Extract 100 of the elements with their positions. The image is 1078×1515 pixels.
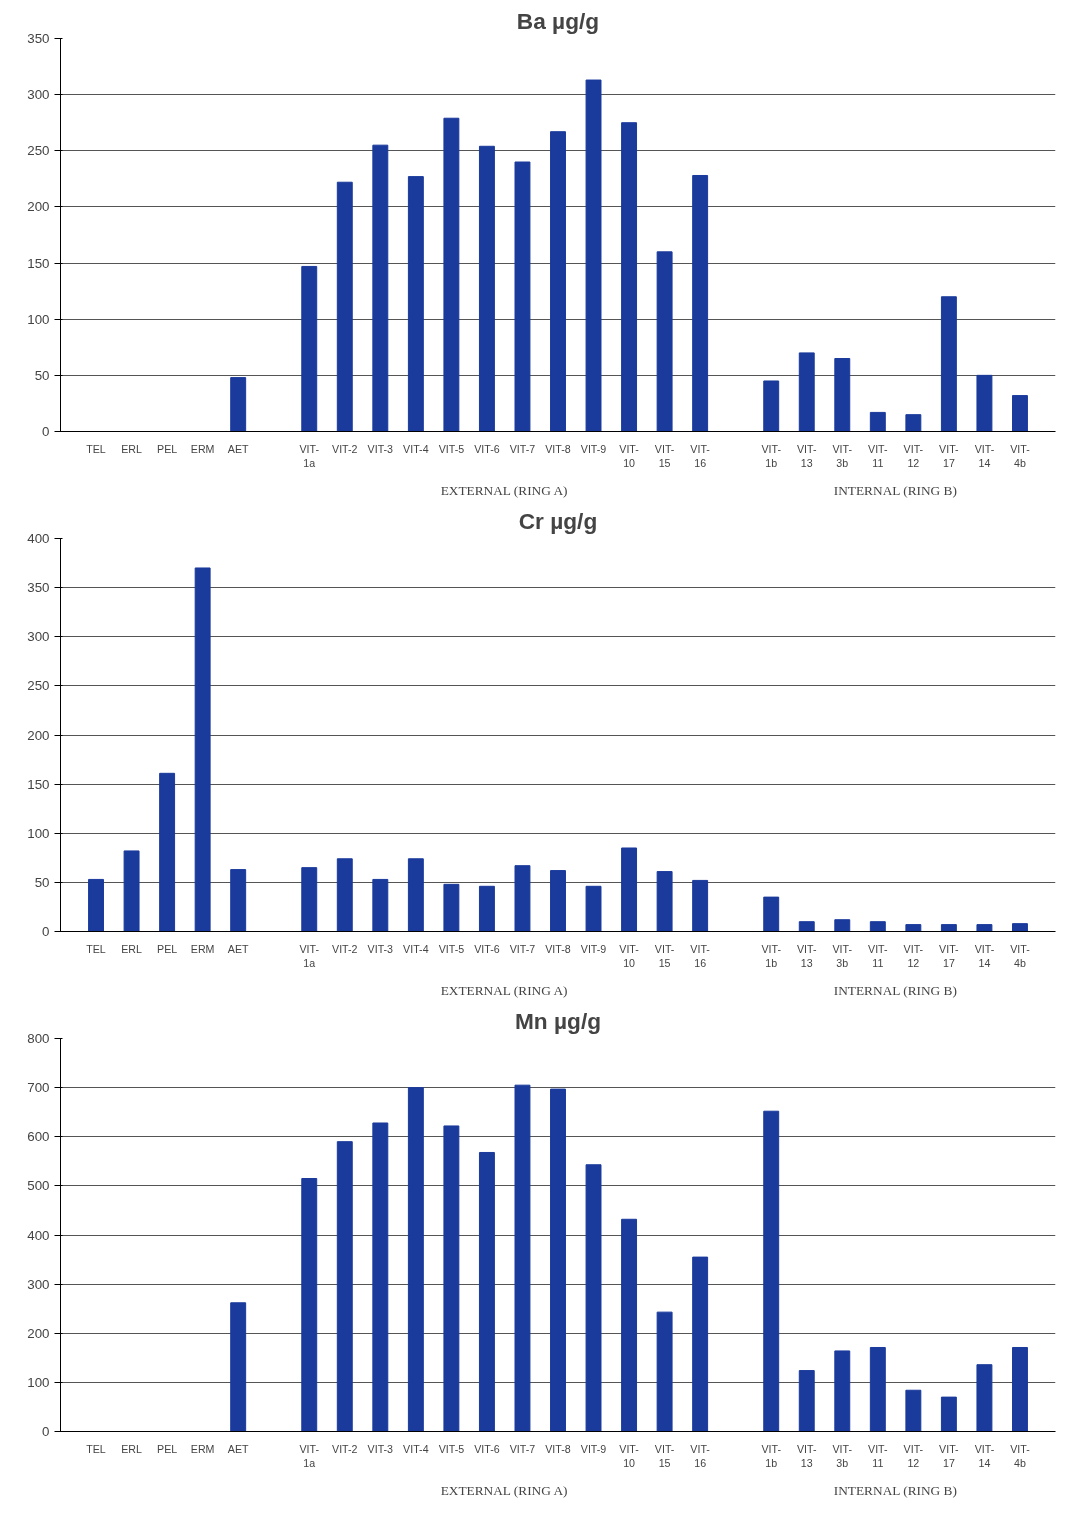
x-tick-label: VIT-17 xyxy=(939,1442,960,1469)
x-tick-label: VIT-16 xyxy=(690,942,711,969)
chart-title: Cr µg/g xyxy=(518,507,598,534)
bar xyxy=(834,358,851,432)
x-tick-label: VIT-8 xyxy=(545,942,571,955)
x-tick-label: ERM xyxy=(190,1442,215,1455)
bar xyxy=(550,1088,566,1432)
x-tick-label: VIT-4 xyxy=(403,942,429,955)
bar xyxy=(869,411,886,432)
x-tick-label: VIT-10 xyxy=(619,442,640,469)
x-tick-label: VIT-16 xyxy=(690,442,711,469)
x-tick-label: VIT-12 xyxy=(903,1442,924,1469)
bar xyxy=(692,1256,709,1432)
text: EXTERNAL (RING A) xyxy=(440,482,568,498)
x-tick-label: VIT-3 xyxy=(367,442,394,455)
bar xyxy=(763,896,780,932)
bar xyxy=(940,296,957,432)
text: INTERNAL (RING B) xyxy=(833,1482,957,1498)
y-tick-label: 0 xyxy=(42,1424,50,1439)
x-tick-label: VIT-3 xyxy=(367,1442,394,1455)
bar xyxy=(869,921,886,932)
x-tick-label: VIT-11 xyxy=(868,942,889,969)
bar xyxy=(301,265,318,432)
bar xyxy=(656,251,673,432)
x-tick-label: VIT-1a xyxy=(299,942,320,969)
y-tick-label: 300 xyxy=(27,87,50,103)
bar xyxy=(976,1364,993,1432)
bar xyxy=(443,117,460,432)
x-tick-label: VIT-15 xyxy=(654,442,675,469)
bar xyxy=(88,878,104,932)
bar xyxy=(692,879,709,932)
x-tick-label: VIT-10 xyxy=(619,942,640,969)
bar xyxy=(478,885,495,932)
text: INTERNAL (RING B) xyxy=(833,482,957,498)
y-tick-label: 250 xyxy=(27,143,50,159)
bar xyxy=(798,1370,815,1432)
x-tick-label: VIT-5 xyxy=(438,942,465,955)
bar xyxy=(656,871,673,932)
y-tick-label: 200 xyxy=(27,199,50,215)
x-tick-label: VIT-15 xyxy=(654,942,675,969)
x-tick-label: PEL xyxy=(157,942,178,955)
x-tick-label: VIT-6 xyxy=(474,942,500,955)
bar xyxy=(976,924,993,932)
bar xyxy=(230,869,247,932)
y-tick-label: 600 xyxy=(27,1129,50,1145)
x-tick-label: VIT-12 xyxy=(903,942,924,969)
y-tick-label: 200 xyxy=(27,727,50,743)
x-tick-label: VIT-13 xyxy=(796,1442,817,1469)
x-tick-label: VIT-13 xyxy=(796,942,817,969)
x-tick-label: VIT-13 xyxy=(796,442,817,469)
x-tick-label: VIT-5 xyxy=(438,442,465,455)
y-tick-label: 0 xyxy=(42,424,50,439)
bar xyxy=(1012,923,1028,932)
y-tick-label: 700 xyxy=(27,1080,50,1096)
x-tick-label: VIT-2 xyxy=(332,942,358,955)
x-tick-label: ERL xyxy=(121,1442,143,1455)
text: EXTERNAL (RING A) xyxy=(440,982,568,998)
bar xyxy=(798,352,815,432)
text: INTERNAL (RING B) xyxy=(833,982,957,998)
bar xyxy=(905,924,922,932)
x-tick-label: PEL xyxy=(157,1442,178,1455)
x-tick-label: TEL xyxy=(86,1442,106,1455)
bar xyxy=(656,1311,673,1432)
bar xyxy=(550,870,566,932)
bar xyxy=(692,174,709,432)
x-tick-label: VIT-6 xyxy=(474,1442,500,1455)
x-tick-label: VIT-14 xyxy=(974,942,995,969)
x-tick-label: VIT-17 xyxy=(939,942,960,969)
bar xyxy=(621,1218,638,1432)
x-tick-label: VIT-2 xyxy=(332,1442,358,1455)
y-tick-label: 50 xyxy=(34,367,50,383)
x-tick-label: VIT-16 xyxy=(690,1442,711,1469)
x-tick-label: VIT-1b xyxy=(761,942,782,969)
bar xyxy=(301,1178,318,1432)
bar xyxy=(336,858,353,932)
x-tick-label: VIT-8 xyxy=(545,1442,571,1455)
y-tick-label: 50 xyxy=(34,874,50,890)
bar xyxy=(372,878,389,932)
x-tick-label: VIT-3b xyxy=(832,942,853,969)
x-tick-label: ERL xyxy=(121,442,143,455)
x-tick-label: VIT-4 xyxy=(403,442,429,455)
bar xyxy=(443,883,460,932)
x-tick-label: VIT-14 xyxy=(974,1442,995,1469)
y-tick-label: 400 xyxy=(27,1227,50,1243)
chart-title: Ba µg/g xyxy=(516,7,600,34)
y-tick-label: 350 xyxy=(27,580,50,596)
x-tick-label: VIT-14 xyxy=(974,442,995,469)
bar xyxy=(940,924,957,932)
x-tick-label: VIT-7 xyxy=(509,942,536,955)
y-tick-label: 250 xyxy=(27,678,50,694)
x-tick-label: VIT-1a xyxy=(299,442,320,469)
y-tick-label: 200 xyxy=(27,1325,50,1341)
y-tick-label: 300 xyxy=(27,1276,50,1292)
bar xyxy=(763,1110,780,1432)
x-tick-label: VIT-12 xyxy=(903,442,924,469)
y-tick-label: 100 xyxy=(27,825,50,841)
x-tick-label: VIT-4b xyxy=(1010,942,1031,969)
x-tick-label: VIT-15 xyxy=(654,1442,675,1469)
x-tick-label: VIT-7 xyxy=(509,442,536,455)
bar xyxy=(621,847,638,932)
